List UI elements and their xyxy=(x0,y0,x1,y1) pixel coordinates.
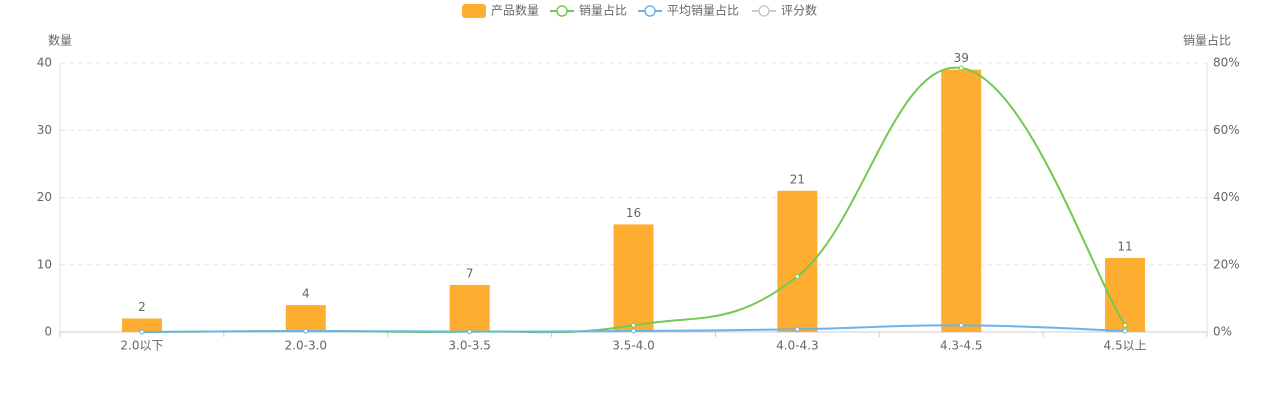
bar xyxy=(613,224,654,332)
y-axis-title: 数量 xyxy=(48,33,72,48)
point xyxy=(1122,322,1128,328)
legend-icon xyxy=(644,5,656,17)
legend-label: 产品数量 xyxy=(491,3,539,18)
value-label: 21 xyxy=(790,172,805,186)
x-tick-label: 4.0-4.3 xyxy=(776,339,819,353)
value-label: 2 xyxy=(138,300,146,314)
point xyxy=(139,329,145,335)
x-tick-label: 3.0-3.5 xyxy=(448,339,491,353)
y-tick-label: 40 xyxy=(37,56,52,70)
x-tick-label: 2.0-3.0 xyxy=(285,339,328,353)
y2-tick-label: 0% xyxy=(1213,325,1232,339)
bar xyxy=(941,69,982,332)
x-tick-label: 4.3-4.5 xyxy=(940,339,983,353)
x-tick-label: 2.0以下 xyxy=(120,339,163,353)
point xyxy=(1122,328,1128,334)
value-label: 11 xyxy=(1117,240,1132,254)
point xyxy=(958,322,964,328)
legend-icon xyxy=(556,5,568,17)
legend-icon xyxy=(462,4,486,18)
x-tick-label: 3.5-4.0 xyxy=(612,339,655,353)
legend-label: 平均销量占比 xyxy=(667,3,739,18)
point xyxy=(303,328,309,334)
legend-label: 评分数 xyxy=(781,3,817,18)
legend-label: 销量占比 xyxy=(579,3,627,18)
value-label: 7 xyxy=(466,266,474,280)
y-tick-label: 10 xyxy=(37,257,52,271)
point xyxy=(631,328,636,334)
point xyxy=(467,329,473,335)
value-label: 39 xyxy=(954,51,969,65)
value-label: 16 xyxy=(626,206,641,220)
point xyxy=(631,322,636,328)
bar xyxy=(777,190,818,332)
bar xyxy=(121,318,162,332)
x-tick-label: 4.5以上 xyxy=(1104,339,1147,353)
y2-tick-label: 40% xyxy=(1213,190,1240,204)
y-tick-label: 30 xyxy=(37,123,52,137)
y-tick-label: 0 xyxy=(44,325,52,339)
bar xyxy=(1105,258,1146,332)
y2-tick-label: 20% xyxy=(1213,257,1240,271)
bar xyxy=(449,284,490,332)
y2-tick-label: 80% xyxy=(1213,56,1240,70)
y-tick-label: 20 xyxy=(37,190,52,204)
legend-icon xyxy=(758,5,770,17)
point xyxy=(958,65,964,71)
bar xyxy=(285,305,326,332)
value-label: 4 xyxy=(302,287,310,301)
point xyxy=(794,326,800,332)
point xyxy=(794,274,800,280)
y2-tick-label: 60% xyxy=(1213,123,1240,137)
y2-axis-title: 销量占比 xyxy=(1183,33,1231,48)
